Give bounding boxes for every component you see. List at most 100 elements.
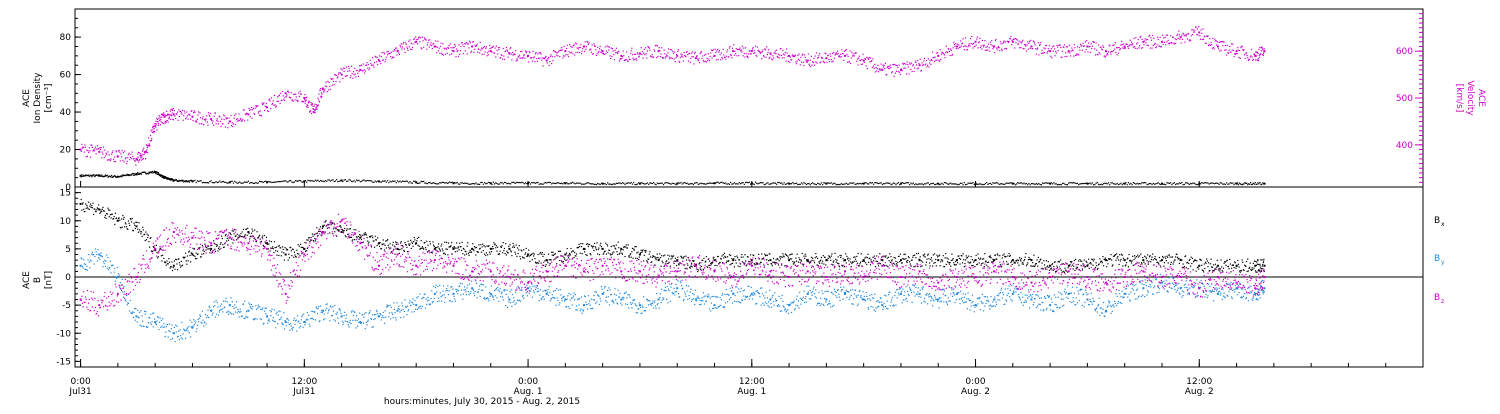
by-point-37 xyxy=(769,299,771,301)
by-sample xyxy=(290,323,291,324)
by-sample xyxy=(490,296,491,297)
velocity-sample xyxy=(173,108,174,109)
velocity-sample xyxy=(873,65,874,66)
by-sample xyxy=(687,299,688,300)
by-sample xyxy=(784,309,785,310)
velocity-sample xyxy=(463,46,464,47)
ion-density-sample xyxy=(663,184,664,185)
by-sample xyxy=(176,326,177,327)
by-sample xyxy=(879,302,880,303)
velocity-sample xyxy=(932,52,933,53)
velocity-sample xyxy=(1087,52,1088,53)
velocity-sample xyxy=(1222,41,1223,42)
by-sample xyxy=(1082,305,1083,306)
by-sample xyxy=(243,304,244,305)
ion-density-sample xyxy=(298,180,299,181)
velocity-point-63 xyxy=(1198,31,1200,33)
velocity-sample xyxy=(554,56,555,57)
velocity-sample xyxy=(1131,42,1132,43)
ion-density-sample xyxy=(295,180,296,181)
velocity-sample xyxy=(132,151,133,152)
velocity-sample xyxy=(239,120,240,121)
by-sample xyxy=(963,302,964,303)
ion-density-sample xyxy=(133,173,134,174)
velocity-sample xyxy=(421,48,422,49)
ion-density-sample xyxy=(1068,183,1069,184)
velocity-sample xyxy=(1012,40,1013,41)
velocity-sample xyxy=(330,89,331,90)
velocity-sample xyxy=(186,117,187,118)
by-sample xyxy=(582,313,583,314)
velocity-sample xyxy=(253,108,254,109)
velocity-point-57 xyxy=(1086,45,1088,47)
velocity-sample xyxy=(178,109,179,110)
by-sample xyxy=(1084,306,1085,307)
by-sample xyxy=(268,320,269,321)
ion-density-sample xyxy=(245,182,246,183)
velocity-sample xyxy=(181,112,182,113)
velocity-point-48 xyxy=(919,64,921,66)
ion-density-sample xyxy=(1036,183,1037,184)
by-sample xyxy=(104,260,105,261)
ion-density-sample xyxy=(201,180,202,181)
ion-density-sample xyxy=(224,182,225,183)
velocity-sample xyxy=(844,51,845,52)
by-sample xyxy=(954,294,955,295)
velocity-sample xyxy=(631,48,632,49)
by-sample xyxy=(944,290,945,291)
velocity-sample xyxy=(1169,42,1170,43)
by-sample xyxy=(1074,293,1075,294)
by-sample xyxy=(945,295,946,296)
ion-density-sample xyxy=(149,173,150,174)
velocity-sample xyxy=(870,57,871,58)
by-sample xyxy=(976,304,977,305)
ion-density-sample xyxy=(1250,182,1251,183)
by-sample xyxy=(995,306,996,307)
by-sample xyxy=(852,289,853,290)
by-sample xyxy=(686,285,687,286)
velocity-sample xyxy=(982,45,983,46)
by-sample xyxy=(764,297,765,298)
velocity-sample xyxy=(174,110,175,111)
velocity-sample xyxy=(862,64,863,65)
ion-density-sample xyxy=(793,183,794,184)
by-sample xyxy=(276,312,277,313)
by-sample xyxy=(911,292,912,293)
ion-density-sample xyxy=(668,183,669,184)
by-sample xyxy=(301,319,302,320)
velocity-sample xyxy=(665,56,666,57)
velocity-sample xyxy=(769,57,770,58)
by-sample xyxy=(176,331,177,332)
velocity-sample xyxy=(1133,46,1134,47)
by-sample xyxy=(752,295,753,296)
by-sample xyxy=(344,312,345,313)
by-sample xyxy=(640,307,641,308)
by-sample xyxy=(135,308,136,309)
by-sample xyxy=(410,305,411,306)
by-sample xyxy=(698,298,699,299)
by-sample xyxy=(197,319,198,320)
velocity-sample xyxy=(1084,45,1085,46)
by-sample xyxy=(798,300,799,301)
velocity-sample xyxy=(735,53,736,54)
ion-density-sample xyxy=(463,183,464,184)
ion-density-sample xyxy=(823,182,824,183)
velocity-sample xyxy=(87,156,88,157)
velocity-sample xyxy=(223,114,224,115)
by-sample xyxy=(1051,302,1052,303)
velocity-sample xyxy=(149,145,150,146)
velocity-sample xyxy=(717,49,718,50)
by-sample xyxy=(342,324,343,325)
velocity-sample xyxy=(1216,44,1217,45)
by-sample xyxy=(657,303,658,304)
by-sample xyxy=(782,301,783,302)
ion-density-sample xyxy=(608,184,609,185)
by-sample xyxy=(631,304,632,305)
velocity-sample xyxy=(1058,50,1059,51)
velocity-sample xyxy=(1049,45,1050,46)
velocity-sample xyxy=(726,51,727,52)
by-sample xyxy=(832,306,833,307)
by-sample xyxy=(1061,294,1062,295)
top-left-ytick-label-4: 80 xyxy=(60,33,72,43)
velocity-sample xyxy=(752,47,753,48)
